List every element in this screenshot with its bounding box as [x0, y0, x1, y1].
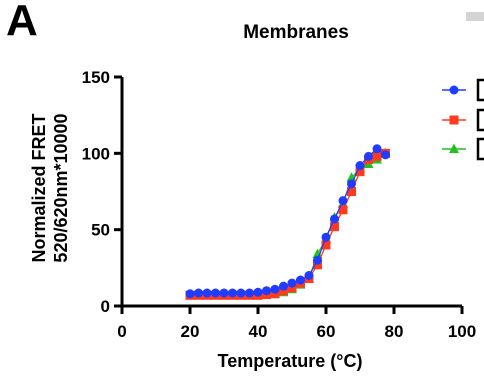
point-square-12 — [287, 283, 297, 293]
point-circle-6 — [236, 288, 246, 298]
legend-marker-triangle — [449, 143, 459, 153]
point-circle-20 — [355, 161, 365, 171]
point-circle-9 — [262, 286, 271, 296]
series-layer — [185, 144, 391, 300]
point-circle-11 — [279, 281, 288, 291]
point-triangle-15 — [312, 248, 323, 259]
legend-label-cropped-triangle — [476, 137, 484, 161]
point-circle-1 — [194, 288, 203, 298]
point-circle-13 — [296, 275, 305, 285]
point-circle-8 — [253, 287, 263, 297]
point-circle-23 — [381, 150, 390, 160]
point-circle-2 — [202, 288, 212, 298]
legend-label-cropped-square — [476, 108, 484, 132]
point-circle-4 — [219, 288, 229, 298]
point-circle-10 — [270, 284, 280, 294]
axes: 0 20 40 60 80 100 0 50 100 150 — [82, 68, 477, 341]
y-axis-label-line-2: 520/620nm*10000 — [51, 113, 71, 262]
point-circle-14 — [304, 270, 314, 280]
point-square-22 — [372, 151, 382, 161]
point-square-17 — [330, 222, 339, 232]
legend-label-cropped-circle — [476, 78, 484, 102]
y-tick-label-0: 0 — [101, 297, 110, 316]
point-circle-21 — [364, 151, 373, 161]
x-axis-label: Temperature (°C) — [218, 351, 363, 371]
series-circle — [185, 144, 390, 299]
y-tick-label-150: 150 — [82, 68, 110, 87]
point-square-19 — [347, 187, 356, 196]
x-tick-label-100: 100 — [448, 322, 476, 341]
y-tick-label-100: 100 — [82, 144, 110, 163]
point-circle-22 — [372, 144, 382, 154]
chart-title: Membranes — [243, 22, 349, 43]
x-tick-label-20: 20 — [181, 322, 200, 341]
point-circle-12 — [287, 278, 297, 288]
x-tick-label-80: 80 — [385, 322, 404, 341]
point-circle-18 — [338, 196, 348, 206]
point-circle-15 — [313, 255, 322, 265]
series-square — [185, 148, 390, 300]
x-tick-label-40: 40 — [249, 322, 268, 341]
point-square-20 — [355, 167, 365, 177]
point-circle-16 — [321, 232, 331, 242]
legend-marker-square — [449, 115, 459, 125]
point-square-16 — [321, 240, 331, 250]
cropped-legend-mark — [466, 12, 484, 21]
y-axis-label-line-1: Normalized FRET — [29, 113, 49, 262]
x-tick-label-0: 0 — [117, 322, 126, 341]
legend — [442, 78, 484, 161]
point-circle-3 — [211, 288, 220, 298]
point-circle-17 — [330, 214, 339, 224]
legend-marker-circle — [449, 85, 459, 95]
point-square-18 — [338, 205, 348, 215]
point-circle-19 — [347, 179, 356, 189]
point-circle-0 — [185, 289, 195, 299]
point-circle-7 — [245, 288, 254, 298]
point-square-10 — [270, 289, 280, 299]
panel-letter: A — [6, 0, 38, 45]
y-tick-label-50: 50 — [91, 221, 110, 240]
point-square-11 — [279, 286, 288, 296]
point-circle-5 — [228, 288, 237, 298]
point-square-15 — [313, 260, 322, 270]
x-tick-label-60: 60 — [317, 322, 336, 341]
